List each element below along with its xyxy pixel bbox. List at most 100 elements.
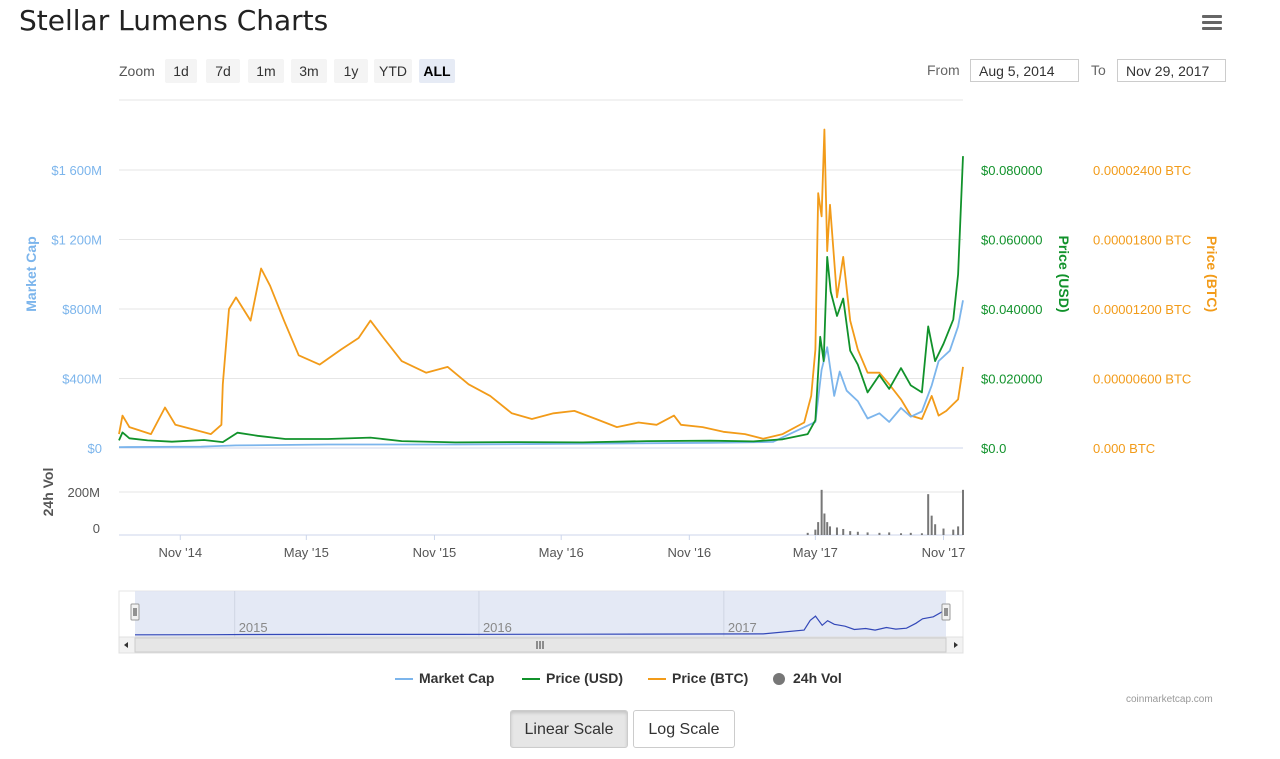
log-scale-button[interactable]: Log Scale	[633, 710, 735, 748]
volume-bar	[957, 526, 960, 535]
price-usd-tick-label: $0.0	[981, 441, 1006, 456]
from-label: From	[927, 62, 960, 78]
volume-bar	[814, 529, 817, 535]
x-tick-label: May '15	[284, 545, 329, 560]
market-cap-tick-label: $1 600M	[51, 163, 102, 178]
volume-bar	[900, 533, 903, 535]
zoom-label: Zoom	[119, 63, 155, 79]
volume-bar	[962, 489, 964, 535]
legend-line-price-btc	[648, 678, 666, 681]
price-btc-tick-label: 0.00000600 BTC	[1093, 372, 1191, 387]
price-usd-tick-label: $0.040000	[981, 302, 1042, 317]
market-cap-tick-label: $1 200M	[51, 233, 102, 248]
x-tick-label: Nov '14	[158, 545, 202, 560]
series-line-price-btc	[118, 128, 964, 440]
zoom-1y-button[interactable]: 1y	[334, 59, 368, 83]
legend-price-usd[interactable]: Price (USD)	[522, 670, 623, 686]
price-btc-tick-label: 0.00001200 BTC	[1093, 302, 1191, 317]
navigator-year-label: 2017	[728, 620, 757, 635]
volume-axis-title: 24h Vol	[40, 468, 56, 517]
price-btc-axis-title: Price (BTC)	[1204, 236, 1220, 312]
to-date-input[interactable]: Nov 29, 2017	[1117, 59, 1226, 82]
page-title: Stellar Lumens Charts	[19, 4, 329, 37]
chart-axis-labels: $0 $0.0 0.000 BTC $400M $0.020000 0.00000600 …	[23, 163, 1220, 560]
volume-bar	[856, 531, 859, 535]
legend-label-price-btc: Price (BTC)	[672, 670, 749, 686]
x-tick-label: Nov '16	[667, 545, 711, 560]
x-tick-label: May '17	[793, 545, 838, 560]
market-cap-tick-label: $800M	[62, 302, 102, 317]
legend-dot-volume	[773, 673, 785, 686]
zoom-all-button[interactable]: ALL	[419, 59, 455, 83]
market-cap-tick-label: $0	[88, 441, 102, 456]
legend-price-btc[interactable]: Price (BTC)	[648, 670, 748, 686]
legend-volume[interactable]: 24h Vol	[773, 670, 842, 686]
zoom-1m-button[interactable]: 1m	[248, 59, 284, 83]
series-line-market-cap	[118, 300, 964, 448]
price-btc-tick-label: 0.000 BTC	[1093, 441, 1155, 456]
volume-tick-label: 200M	[67, 485, 100, 500]
navigator-year-label: 2015	[239, 620, 268, 635]
scrollbar-left-arrow-icon	[124, 642, 128, 648]
volume-bar	[849, 531, 852, 535]
volume-bar	[909, 532, 912, 535]
chart-series	[118, 128, 964, 448]
volume-bar	[920, 533, 923, 535]
navigator-series-line	[134, 606, 947, 636]
legend-line-price-usd	[522, 678, 540, 681]
market-cap-axis-title: Market Cap	[23, 236, 39, 311]
to-label: To	[1091, 62, 1106, 78]
navigator-handle	[941, 603, 951, 621]
x-tick-label: Nov '17	[922, 545, 966, 560]
volume-bar	[820, 489, 823, 535]
zoom-1d-button[interactable]: 1d	[165, 59, 197, 83]
volume-bar	[927, 494, 930, 535]
credits-link[interactable]: coinmarketcap.com	[1126, 694, 1213, 705]
volume-bar	[823, 513, 826, 535]
zoom-3m-button[interactable]: 3m	[291, 59, 327, 83]
series-line-price-usd	[118, 156, 964, 444]
volume-bar	[806, 532, 809, 535]
price-usd-axis-title: Price (USD)	[1056, 235, 1072, 312]
price-usd-tick-label: $0.020000	[981, 372, 1042, 387]
volume-bar	[866, 532, 869, 535]
price-usd-tick-label: $0.060000	[981, 233, 1042, 248]
legend-label-price-usd: Price (USD)	[546, 670, 624, 686]
navigator-scrollbar-thumb	[134, 637, 947, 653]
volume-bar	[942, 528, 945, 535]
market-cap-tick-label: $400M	[62, 372, 102, 387]
volume-bar	[934, 524, 937, 535]
navigator-handle	[130, 603, 140, 621]
volume-bar	[952, 529, 955, 535]
x-tick-label: Nov '15	[413, 545, 457, 560]
zoom-7d-button[interactable]: 7d	[206, 59, 240, 83]
volume-bar	[842, 528, 845, 535]
volume-bar	[817, 522, 820, 535]
legend-label-market-cap: Market Cap	[419, 670, 495, 686]
from-date-input[interactable]: Aug 5, 2014	[970, 59, 1079, 82]
price-btc-tick-label: 0.00001800 BTC	[1093, 233, 1191, 248]
volume-columns	[806, 489, 964, 535]
navigator: 2015 2016 2017	[118, 590, 964, 654]
legend-label-volume: 24h Vol	[793, 670, 842, 686]
scrollbar-right-arrow-icon	[954, 642, 958, 648]
price-btc-tick-label: 0.00002400 BTC	[1093, 163, 1191, 178]
chart-gridlines	[119, 99, 963, 540]
volume-bar	[835, 527, 838, 535]
legend-market-cap[interactable]: Market Cap	[395, 670, 494, 686]
volume-bar	[826, 522, 829, 535]
x-tick-label: May '16	[539, 545, 584, 560]
navigator-year-label: 2016	[483, 620, 512, 635]
volume-bar	[828, 526, 831, 535]
zoom-ytd-button[interactable]: YTD	[374, 59, 412, 83]
legend-line-market-cap	[395, 678, 413, 681]
volume-tick-label: 0	[93, 521, 100, 536]
price-usd-tick-label: $0.080000	[981, 163, 1042, 178]
navigator-frame	[118, 590, 964, 638]
navigator-selected-range	[135, 591, 946, 637]
hamburger-menu-icon[interactable]	[1202, 15, 1222, 31]
volume-bar	[930, 515, 933, 535]
navigator-scrollbar-track	[118, 636, 964, 654]
linear-scale-button[interactable]: Linear Scale	[510, 710, 628, 748]
